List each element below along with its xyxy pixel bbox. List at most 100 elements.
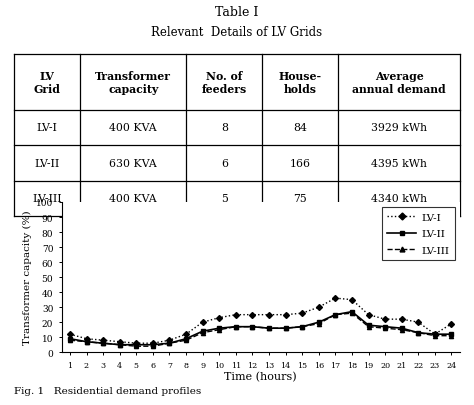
Text: 5: 5 (221, 194, 228, 204)
LV-I (67, 332, 73, 337)
LV-III (365, 324, 371, 329)
Text: 400 KVA: 400 KVA (109, 123, 157, 133)
LV-III (133, 344, 139, 349)
LV-I (415, 320, 421, 325)
LV-II (117, 342, 122, 347)
Text: Average
annual demand: Average annual demand (352, 70, 446, 94)
LV-I (133, 341, 139, 346)
LV-II (133, 342, 139, 347)
LV-III (183, 338, 189, 343)
LV-III (432, 333, 438, 338)
LV-II (448, 332, 454, 337)
Line: LV-II: LV-II (68, 310, 454, 347)
LV-I (432, 332, 438, 337)
LV-II (382, 324, 388, 329)
LV-II (233, 324, 238, 329)
Text: 8: 8 (221, 123, 228, 133)
LV-I (249, 313, 255, 318)
LV-III (166, 341, 172, 346)
Text: 3929 kWh: 3929 kWh (371, 123, 427, 133)
LV-III (332, 313, 338, 318)
Line: LV-III: LV-III (68, 311, 454, 348)
LV-II (299, 324, 305, 329)
LV-I (332, 296, 338, 301)
LV-I (233, 313, 238, 318)
Y-axis label: Transformer capacity (%): Transformer capacity (%) (23, 210, 32, 345)
LV-II (67, 337, 73, 341)
LV-II (266, 326, 272, 331)
Text: Transformer
capacity: Transformer capacity (95, 70, 171, 94)
LV-I (349, 297, 355, 302)
LV-II (200, 329, 205, 334)
LV-I (382, 317, 388, 322)
Text: House-
holds: House- holds (279, 70, 322, 94)
LV-I (200, 320, 205, 325)
Text: 400 KVA: 400 KVA (109, 194, 157, 204)
LV-II (432, 332, 438, 337)
Text: 166: 166 (290, 158, 311, 168)
LV-I (316, 305, 321, 310)
LV-III (399, 327, 404, 332)
LV-II (365, 323, 371, 328)
Text: Relevant  Details of LV Grids: Relevant Details of LV Grids (151, 26, 323, 39)
Text: LV-I: LV-I (36, 123, 57, 133)
LV-I (183, 332, 189, 337)
LV-I (283, 313, 288, 318)
Text: LV-II: LV-II (35, 158, 60, 168)
LV-I (266, 313, 272, 318)
X-axis label: Time (hours): Time (hours) (224, 371, 297, 382)
LV-II (316, 320, 321, 325)
LV-III (249, 324, 255, 329)
Text: 4340 kWh: 4340 kWh (371, 194, 427, 204)
LV-II (83, 339, 89, 344)
LV-II (283, 326, 288, 331)
LV-III (448, 333, 454, 338)
LV-II (216, 326, 222, 331)
LV-III (100, 341, 106, 346)
LV-III (283, 326, 288, 331)
Text: LV
Grid: LV Grid (34, 70, 61, 94)
LV-III (150, 344, 155, 349)
LV-III (67, 338, 73, 343)
Text: Fig. 1   Residential demand profiles: Fig. 1 Residential demand profiles (14, 386, 201, 395)
Text: No. of
feeders: No. of feeders (202, 70, 247, 94)
LV-II (415, 330, 421, 335)
LV-III (349, 311, 355, 316)
LV-II (150, 342, 155, 347)
Text: Table I: Table I (215, 6, 259, 19)
LV-III (233, 324, 238, 329)
LV-I (166, 338, 172, 343)
LV-I (150, 341, 155, 346)
LV-III (117, 342, 122, 347)
Text: 75: 75 (293, 194, 307, 204)
LV-I (365, 313, 371, 318)
LV-II (349, 309, 355, 314)
LV-III (415, 330, 421, 335)
LV-III (200, 330, 205, 335)
LV-III (316, 322, 321, 326)
Text: 4395 kWh: 4395 kWh (371, 158, 427, 168)
LV-II (399, 326, 404, 331)
Text: LV-III: LV-III (32, 194, 62, 204)
Legend: LV-I, LV-II, LV-III: LV-I, LV-II, LV-III (382, 208, 455, 260)
LV-III (266, 326, 272, 331)
LV-III (299, 324, 305, 329)
LV-I (117, 339, 122, 344)
LV-I (216, 315, 222, 320)
LV-II (100, 341, 106, 346)
LV-II (183, 337, 189, 341)
LV-III (216, 327, 222, 332)
Text: 6: 6 (221, 158, 228, 168)
LV-I (399, 317, 404, 322)
LV-II (332, 313, 338, 318)
LV-I (83, 337, 89, 341)
LV-II (249, 324, 255, 329)
LV-III (83, 339, 89, 344)
LV-III (382, 326, 388, 331)
LV-I (299, 311, 305, 316)
LV-I (100, 338, 106, 343)
LV-II (166, 341, 172, 346)
LV-I (448, 322, 454, 326)
Line: LV-I: LV-I (68, 296, 454, 345)
Text: 630 KVA: 630 KVA (109, 158, 157, 168)
